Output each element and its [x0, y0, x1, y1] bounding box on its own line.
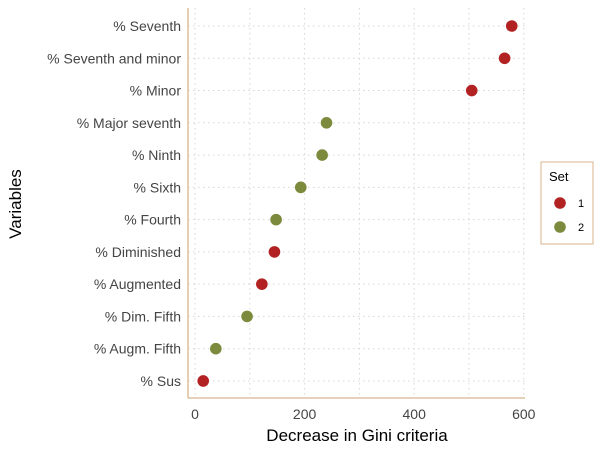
legend-key-1	[554, 197, 566, 209]
x-tick-labels: 0 200 400 600	[191, 406, 536, 422]
y-tick-label: % Sus	[141, 373, 181, 389]
data-point	[270, 213, 282, 226]
x-tick-label: 400	[403, 406, 427, 422]
x-axis-title: Decrease in Gini criteria	[266, 426, 448, 445]
data-points	[197, 20, 518, 387]
y-axis-title: Variables	[6, 169, 25, 239]
y-tick-labels: % Seventh % Seventh and minor % Minor % Maj…	[47, 18, 181, 389]
data-point	[465, 84, 478, 97]
data-point	[316, 149, 328, 161]
data-point	[294, 181, 307, 194]
data-point	[210, 342, 222, 355]
y-tick-label: % Ninth	[132, 147, 181, 163]
legend-key-2	[554, 221, 566, 233]
legend-box	[540, 161, 594, 245]
y-tick-label: % Augmented	[94, 276, 181, 292]
y-tick-label: % Fourth	[124, 212, 181, 228]
legend-title: Set	[549, 169, 569, 184]
y-tick-label: % Minor	[130, 83, 182, 99]
data-point	[197, 375, 210, 387]
legend-label-2: 2	[578, 222, 584, 234]
x-tick-label: 600	[512, 406, 536, 422]
data-point	[256, 278, 268, 290]
data-point	[498, 52, 511, 65]
grid-lines	[188, 8, 525, 398]
data-point	[268, 246, 281, 258]
data-point	[320, 117, 333, 129]
x-tick-label: 0	[191, 406, 199, 422]
legend-entries: 12	[554, 197, 584, 234]
y-tick-label: % Sixth	[134, 179, 181, 195]
legend-label-1: 1	[578, 198, 584, 210]
x-tick-label: 200	[293, 406, 317, 422]
y-tick-label: % Diminished	[95, 244, 181, 260]
data-point	[505, 20, 518, 32]
y-tick-label: % Augm. Fifth	[94, 341, 181, 357]
y-tick-label: % Seventh and minor	[47, 50, 181, 66]
legend: Set 12	[540, 161, 594, 245]
data-point	[241, 310, 253, 323]
y-tick-label: % Seventh	[113, 18, 181, 34]
y-tick-label: % Major seventh	[77, 115, 181, 131]
y-tick-label: % Dim. Fifth	[105, 308, 181, 324]
axes	[187, 8, 525, 399]
